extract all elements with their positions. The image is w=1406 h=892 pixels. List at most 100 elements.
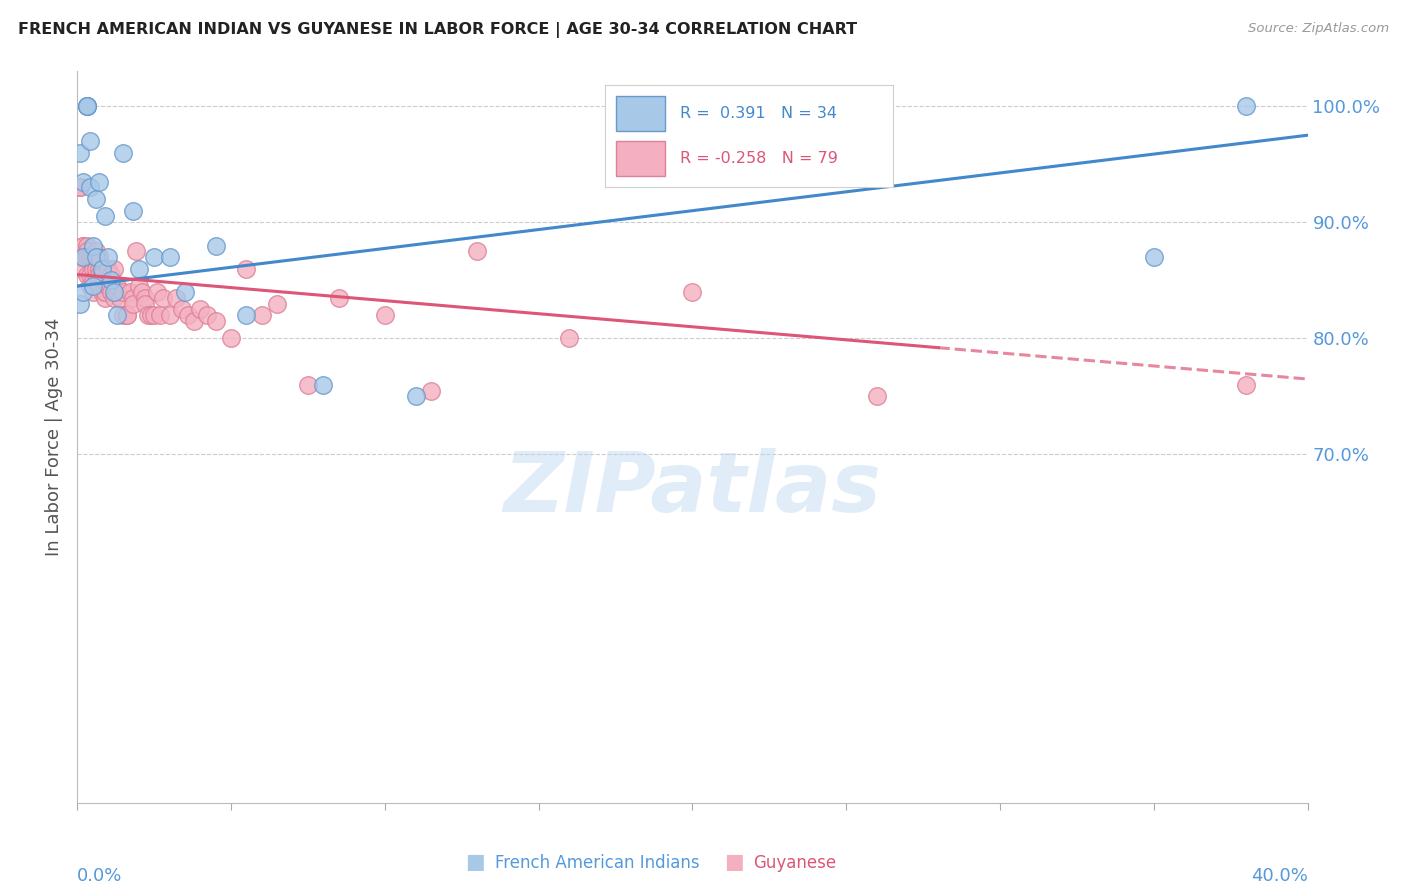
Point (76, 99, 98, 113)
Point (100, 268, 122, 282)
Point (84, 192, 107, 206)
Point (97, 279, 120, 293)
Point (72, 261, 94, 276)
Point (204, 238, 226, 252)
Point (188, 302, 212, 317)
Point (250, 308, 273, 322)
Point (297, 377, 319, 392)
Point (1234, 377, 1257, 392)
Point (72, 175, 94, 189)
Point (118, 285, 141, 299)
Point (82, 273, 104, 287)
Point (312, 377, 335, 392)
Point (105, 279, 128, 293)
Point (105, 308, 128, 322)
Text: ZIPatlas: ZIPatlas (503, 448, 882, 529)
Point (84, 250, 107, 264)
Point (103, 291, 125, 305)
Point (143, 250, 166, 264)
Point (82, 285, 104, 299)
Text: 40.0%: 40.0% (1251, 867, 1308, 885)
Point (84, 268, 107, 282)
Point (97, 261, 120, 276)
Point (110, 291, 132, 305)
Point (90, 261, 114, 276)
Y-axis label: In Labor Force | Age 30-34: In Labor Force | Age 30-34 (45, 318, 63, 557)
Point (1143, 250, 1166, 264)
Point (72, 285, 94, 299)
Point (405, 389, 427, 403)
Point (79, 279, 101, 293)
Point (97, 250, 120, 264)
Point (128, 261, 150, 276)
Point (76, 250, 98, 264)
Text: Guyanese: Guyanese (754, 855, 837, 872)
Point (266, 296, 288, 310)
Point (121, 291, 143, 305)
Point (235, 261, 257, 276)
Point (112, 285, 135, 299)
Point (76, 99, 98, 113)
Point (76, 268, 98, 282)
Point (87, 268, 110, 282)
Point (79, 180, 101, 194)
Point (374, 308, 396, 322)
Point (90, 268, 114, 282)
Point (100, 285, 122, 299)
Point (76, 238, 98, 252)
Point (87, 261, 110, 276)
Point (131, 285, 153, 299)
Point (328, 291, 350, 305)
Point (90, 285, 114, 299)
Point (121, 296, 143, 310)
Point (69, 145, 91, 160)
Point (136, 308, 159, 322)
Point (177, 308, 200, 322)
Point (76, 99, 98, 113)
Point (134, 296, 156, 310)
Point (165, 291, 187, 305)
Point (149, 308, 172, 322)
Text: ■: ■ (465, 853, 485, 872)
Point (103, 261, 125, 276)
Point (134, 291, 156, 305)
Point (79, 250, 101, 264)
Point (90, 268, 114, 282)
Point (159, 308, 181, 322)
Point (82, 250, 104, 264)
Point (115, 308, 138, 322)
Bar (616, 96, 665, 131)
Point (105, 285, 128, 299)
Point (79, 268, 101, 282)
Point (76, 99, 98, 113)
Point (69, 296, 91, 310)
Point (141, 308, 163, 322)
Text: FRENCH AMERICAN INDIAN VS GUYANESE IN LABOR FORCE | AGE 30-34 CORRELATION CHART: FRENCH AMERICAN INDIAN VS GUYANESE IN LA… (18, 22, 858, 38)
Text: French American Indians: French American Indians (495, 855, 700, 872)
Point (103, 285, 125, 299)
Point (1234, 99, 1257, 113)
Point (82, 261, 104, 276)
Point (82, 279, 104, 293)
Text: R = -0.258   N = 79: R = -0.258 N = 79 (679, 151, 838, 166)
Point (79, 134, 101, 148)
Point (420, 384, 443, 398)
Point (87, 175, 110, 189)
Point (76, 244, 98, 259)
Bar (616, 141, 665, 176)
Text: ■: ■ (724, 853, 744, 872)
Point (143, 308, 166, 322)
Text: 0.0%: 0.0% (77, 867, 122, 885)
Point (558, 331, 581, 345)
Point (128, 279, 150, 293)
Point (121, 203, 143, 218)
Point (82, 238, 104, 252)
Point (87, 250, 110, 264)
Point (72, 250, 94, 264)
Point (72, 238, 94, 252)
Point (72, 238, 94, 252)
Point (69, 180, 91, 194)
Point (112, 308, 135, 322)
Point (146, 285, 169, 299)
Point (69, 250, 91, 264)
